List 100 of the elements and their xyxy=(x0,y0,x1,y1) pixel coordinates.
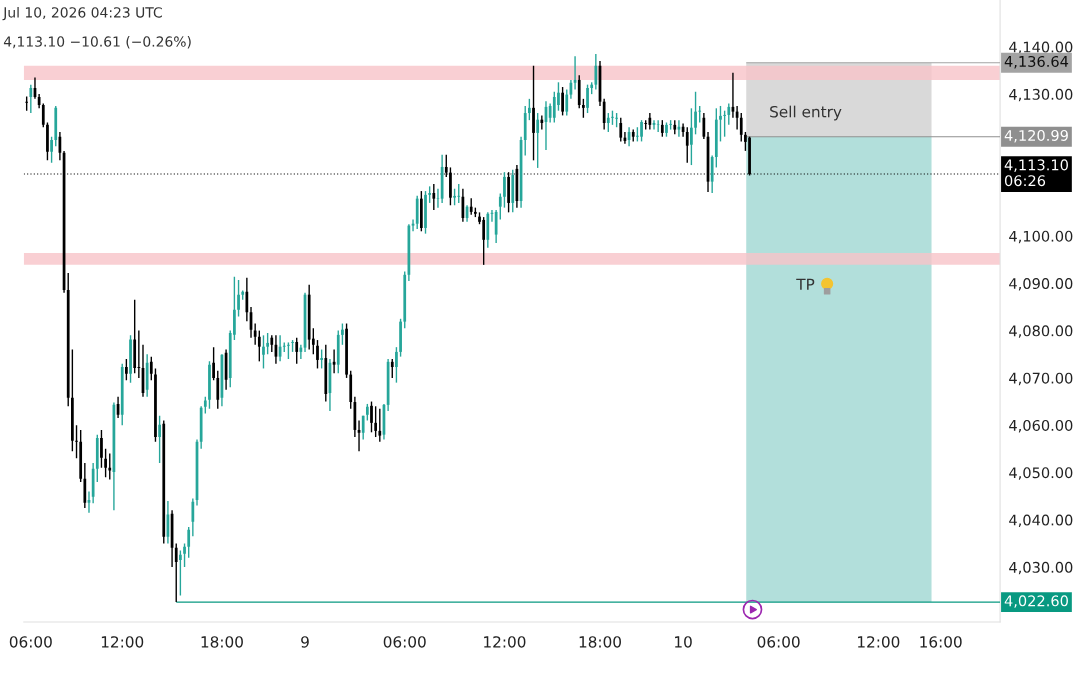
candlestick xyxy=(50,135,53,164)
candlestick xyxy=(611,109,614,126)
candlestick xyxy=(669,119,672,131)
y-tick-label: 4,130.00 xyxy=(1009,88,1073,102)
candlestick xyxy=(665,121,668,138)
candlestick xyxy=(212,346,215,381)
candlestick xyxy=(565,88,569,117)
ref-line-label: 4,022.60 xyxy=(1004,595,1068,608)
candlestick xyxy=(685,126,689,164)
candlestick xyxy=(179,549,182,597)
candlestick xyxy=(41,102,45,128)
candlestick xyxy=(29,83,33,114)
candlestick xyxy=(295,337,299,365)
candlestick xyxy=(561,86,564,117)
candlestick xyxy=(399,318,402,358)
y-tick-label: 4,060.00 xyxy=(1009,419,1073,433)
candlestick xyxy=(257,329,261,363)
candlestick xyxy=(262,334,265,370)
candlestick xyxy=(287,341,290,360)
candlestick xyxy=(457,183,461,204)
candlestick xyxy=(291,339,294,353)
candlestick xyxy=(390,358,394,379)
y-tick-label: 4,040.00 xyxy=(1009,514,1073,528)
candlestick xyxy=(316,339,319,370)
candlestick xyxy=(253,322,257,346)
candlestick xyxy=(702,112,706,140)
candlestick xyxy=(498,192,502,221)
candlestick xyxy=(370,400,373,433)
x-tick-label: 18:00 xyxy=(201,636,243,648)
candlestick xyxy=(424,190,427,235)
candlestick xyxy=(690,107,693,166)
y-tick-label: 4,090.00 xyxy=(1009,278,1073,291)
candlestick xyxy=(723,109,726,138)
candlestick xyxy=(75,424,78,460)
annotation: 4,113.10 −10.61 (−0.26%) xyxy=(3,36,191,49)
candlestick xyxy=(149,355,153,381)
candlestick xyxy=(615,112,618,128)
x-tick-label: 12:00 xyxy=(484,636,526,648)
candlestick xyxy=(719,105,722,143)
candlestick xyxy=(299,344,303,360)
candlestick xyxy=(378,407,382,443)
candlestick xyxy=(154,367,157,443)
candlestick xyxy=(586,83,589,114)
candlestick xyxy=(187,526,191,559)
y-tick-label: 4,050.00 xyxy=(1009,467,1073,480)
candlestick xyxy=(419,190,423,232)
ref-line-label: 4,136.64 xyxy=(1004,55,1069,69)
candlestick xyxy=(694,91,697,136)
candlestick xyxy=(104,448,107,478)
x-tick-label: 9 xyxy=(301,636,309,648)
candlestick xyxy=(619,117,623,143)
candlestick xyxy=(536,112,540,169)
x-tick-label: 10 xyxy=(675,636,692,648)
candlestick xyxy=(640,119,643,143)
ref-line-label: 4,113.10 06:26 xyxy=(1004,159,1068,187)
candlestick xyxy=(606,112,610,133)
candlestick xyxy=(100,429,103,469)
y-tick-label: 4,080.00 xyxy=(1009,325,1073,338)
candlestick xyxy=(245,276,249,322)
candlestick xyxy=(341,322,344,346)
candlestick xyxy=(129,334,132,384)
candlestick xyxy=(395,346,398,384)
x-tick-label: 16:00 xyxy=(920,636,962,648)
candlestick xyxy=(71,348,74,452)
band-label: TP xyxy=(796,278,815,290)
candlestick xyxy=(191,497,195,538)
x-tick-label: 06:00 xyxy=(757,636,800,648)
x-tick-label: 06:00 xyxy=(9,636,52,648)
candlestick xyxy=(266,332,269,355)
candlestick xyxy=(656,119,660,133)
y-tick-label: 4,140.00 xyxy=(1009,41,1073,55)
candlestick xyxy=(636,126,639,143)
annotation: Jul 10, 2026 04:23 UTC xyxy=(2,6,162,21)
candlestick xyxy=(208,360,211,410)
candlestick xyxy=(552,91,556,124)
candlestick xyxy=(374,405,378,438)
x-tick-label: 12:00 xyxy=(858,636,900,648)
candlestick xyxy=(183,542,186,568)
candlestick xyxy=(602,98,606,131)
y-tick-label: 4,100.00 xyxy=(1009,230,1073,244)
candlestick xyxy=(345,322,348,379)
candlestick xyxy=(727,102,731,126)
candlestick xyxy=(594,53,598,91)
candlestick xyxy=(46,121,49,162)
candlestick xyxy=(137,329,141,379)
y-tick-label: 4,070.00 xyxy=(1009,372,1073,386)
candlestick xyxy=(436,188,440,209)
candlestick xyxy=(237,279,240,318)
band-label: Sell entry xyxy=(770,105,842,121)
candlestick xyxy=(320,348,324,370)
ref-line-label: 4,120.99 xyxy=(1004,129,1068,143)
candlestick xyxy=(174,542,178,603)
candlestick xyxy=(158,415,161,464)
candlestick xyxy=(482,216,486,266)
candlestick xyxy=(532,65,535,162)
candlestick xyxy=(216,370,220,410)
x-tick-label: 06:00 xyxy=(383,636,426,648)
candlestick xyxy=(432,183,436,211)
candlestick xyxy=(528,98,531,121)
candlestick xyxy=(739,112,743,143)
